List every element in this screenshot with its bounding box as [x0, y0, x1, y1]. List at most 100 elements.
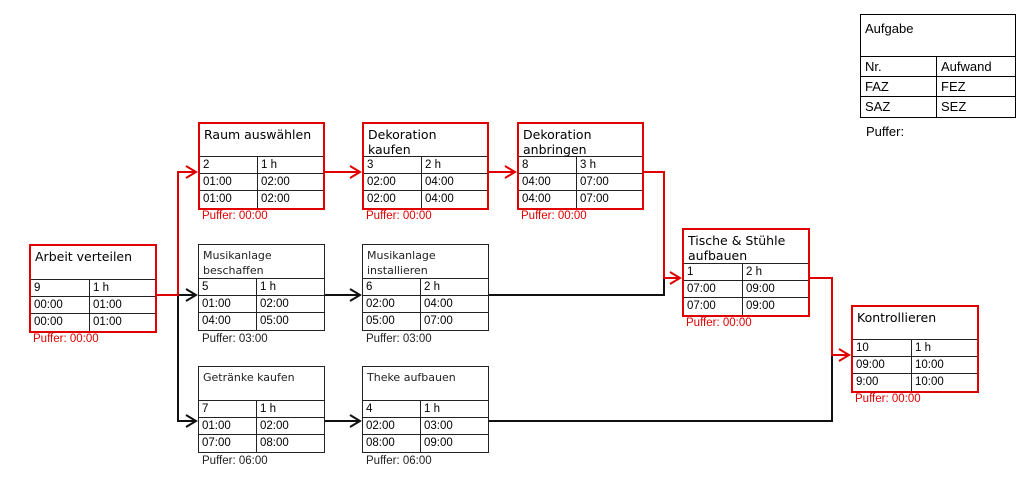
task-saz: 00:00	[31, 314, 90, 331]
legend-puffer-label: Puffer:	[866, 124, 905, 139]
task-fez: 02:00	[260, 298, 289, 310]
task-sez: 05:00	[260, 315, 289, 327]
task-saz: 01:00	[200, 191, 258, 208]
task-puffer: Puffer: 00:00	[366, 210, 432, 222]
task-fez: 10:00	[915, 359, 944, 371]
task-saz: 04:00	[199, 313, 257, 330]
arrowhead-icon	[349, 288, 362, 302]
task-aufwand: 2 h	[424, 281, 440, 293]
arrowhead-icon	[669, 271, 682, 285]
legend-title: Aufgabe	[861, 15, 1015, 57]
task-title: Tische & Stühle aufbauen	[684, 230, 808, 264]
task-row: 9:00 10:00	[853, 374, 977, 391]
task-row: 01:00 02:00	[199, 296, 324, 313]
task-row: 00:00 01:00	[31, 314, 155, 331]
task-nr: 1	[684, 264, 743, 280]
arrowhead-icon	[185, 288, 198, 302]
task-saz: 9:00	[853, 374, 912, 391]
task-fez: 03:00	[424, 420, 453, 432]
edge-musikbesch-to-musikinst	[325, 288, 362, 302]
task-nr: 7	[199, 401, 257, 417]
task-row: 04:00 07:00	[519, 191, 642, 208]
edge-theke-to-kontrolle	[489, 355, 833, 422]
task-node-musikbesch: Musikanlage beschaffen 5 1 h 01:00 02:00 04:0…	[198, 244, 325, 331]
task-faz: 00:00	[31, 297, 90, 313]
task-aufwand: 3 h	[580, 159, 596, 171]
task-nr: 10	[853, 340, 912, 356]
task-fez: 07:00	[580, 176, 609, 188]
task-sez: 08:00	[260, 437, 289, 449]
task-title: Theke aufbauen	[363, 367, 488, 401]
legend-cell: SAZ	[861, 97, 937, 117]
task-node-dekoanbr: Dekoration anbringen 8 3 h 04:00 07:00 04:00 0…	[517, 122, 644, 210]
task-aufwand: 1 h	[915, 342, 931, 354]
edge-dekoanbr-to-tische	[644, 171, 682, 285]
task-sez: 07:00	[580, 193, 609, 205]
task-sez: 09:00	[746, 300, 775, 312]
task-node-kontrolle: Kontrollieren 10 1 h 09:00 10:00 9:00 10:00	[851, 305, 979, 393]
arrowhead-icon	[838, 348, 851, 362]
task-aufwand: 2 h	[746, 266, 762, 278]
task-row: 04:00 05:00	[199, 313, 324, 330]
task-row: 08:00 09:00	[363, 435, 488, 452]
task-aufwand: 1 h	[260, 281, 276, 293]
task-faz: 09:00	[853, 357, 912, 373]
task-row: 07:00 08:00	[199, 435, 324, 452]
task-faz: 02:00	[364, 174, 422, 190]
task-saz: 07:00	[199, 435, 257, 452]
task-puffer: Puffer: 06:00	[202, 455, 268, 467]
arrowhead-icon	[504, 165, 517, 179]
legend-cell: SEZ	[941, 99, 967, 114]
task-title: Kontrollieren	[853, 307, 977, 340]
task-nr: 2	[200, 157, 258, 173]
task-aufwand: 1 h	[424, 403, 440, 415]
task-aufwand: 2 h	[425, 159, 441, 171]
task-puffer: Puffer: 00:00	[202, 210, 268, 222]
task-saz: 08:00	[363, 435, 421, 452]
task-node-dekokauf: Dekoration kaufen 3 2 h 02:00 04:00 02:00 04:0…	[362, 122, 489, 210]
task-row: 10 1 h	[853, 340, 977, 357]
task-aufwand: 1 h	[93, 282, 109, 294]
task-sez: 10:00	[915, 376, 944, 388]
task-faz: 02:00	[363, 296, 421, 312]
task-puffer: Puffer: 00:00	[33, 333, 99, 345]
task-row: 04:00 07:00	[519, 174, 642, 191]
task-row: 02:00 03:00	[363, 418, 488, 435]
task-sez: 01:00	[93, 316, 122, 328]
edge-musikinst-to-tische	[489, 278, 665, 296]
task-nr: 3	[364, 157, 422, 173]
legend-cell: Nr.	[861, 57, 937, 76]
legend-cell: FAZ	[861, 77, 937, 96]
task-node-tische: Tische & Stühle aufbauen 1 2 h 07:00 09:00 07…	[682, 228, 810, 317]
task-row: 09:00 10:00	[853, 357, 977, 374]
arrowhead-icon	[349, 165, 362, 179]
task-faz: 01:00	[199, 296, 257, 312]
task-row: 01:00 02:00	[199, 418, 324, 435]
task-faz: 04:00	[519, 174, 577, 190]
edge-raum-to-dekokauf	[325, 165, 362, 179]
legend-cell: FEZ	[941, 79, 966, 94]
edge-arbeit-to-raum	[157, 165, 198, 296]
task-puffer: Puffer: 03:00	[366, 333, 432, 345]
task-saz: 04:00	[519, 191, 577, 208]
task-fez: 02:00	[261, 176, 290, 188]
task-saz: 05:00	[363, 313, 421, 330]
task-row: 00:00 01:00	[31, 297, 155, 314]
task-saz: 07:00	[684, 298, 743, 315]
task-fez: 04:00	[424, 298, 453, 310]
task-aufwand: 1 h	[261, 159, 277, 171]
task-row: 02:00 04:00	[364, 174, 487, 191]
task-nr: 8	[519, 157, 577, 173]
task-row: 01:00 02:00	[200, 191, 323, 208]
edge-arbeit-to-musikbesch	[178, 288, 198, 302]
task-sez: 09:00	[424, 437, 453, 449]
task-title: Dekoration anbringen	[519, 124, 642, 157]
